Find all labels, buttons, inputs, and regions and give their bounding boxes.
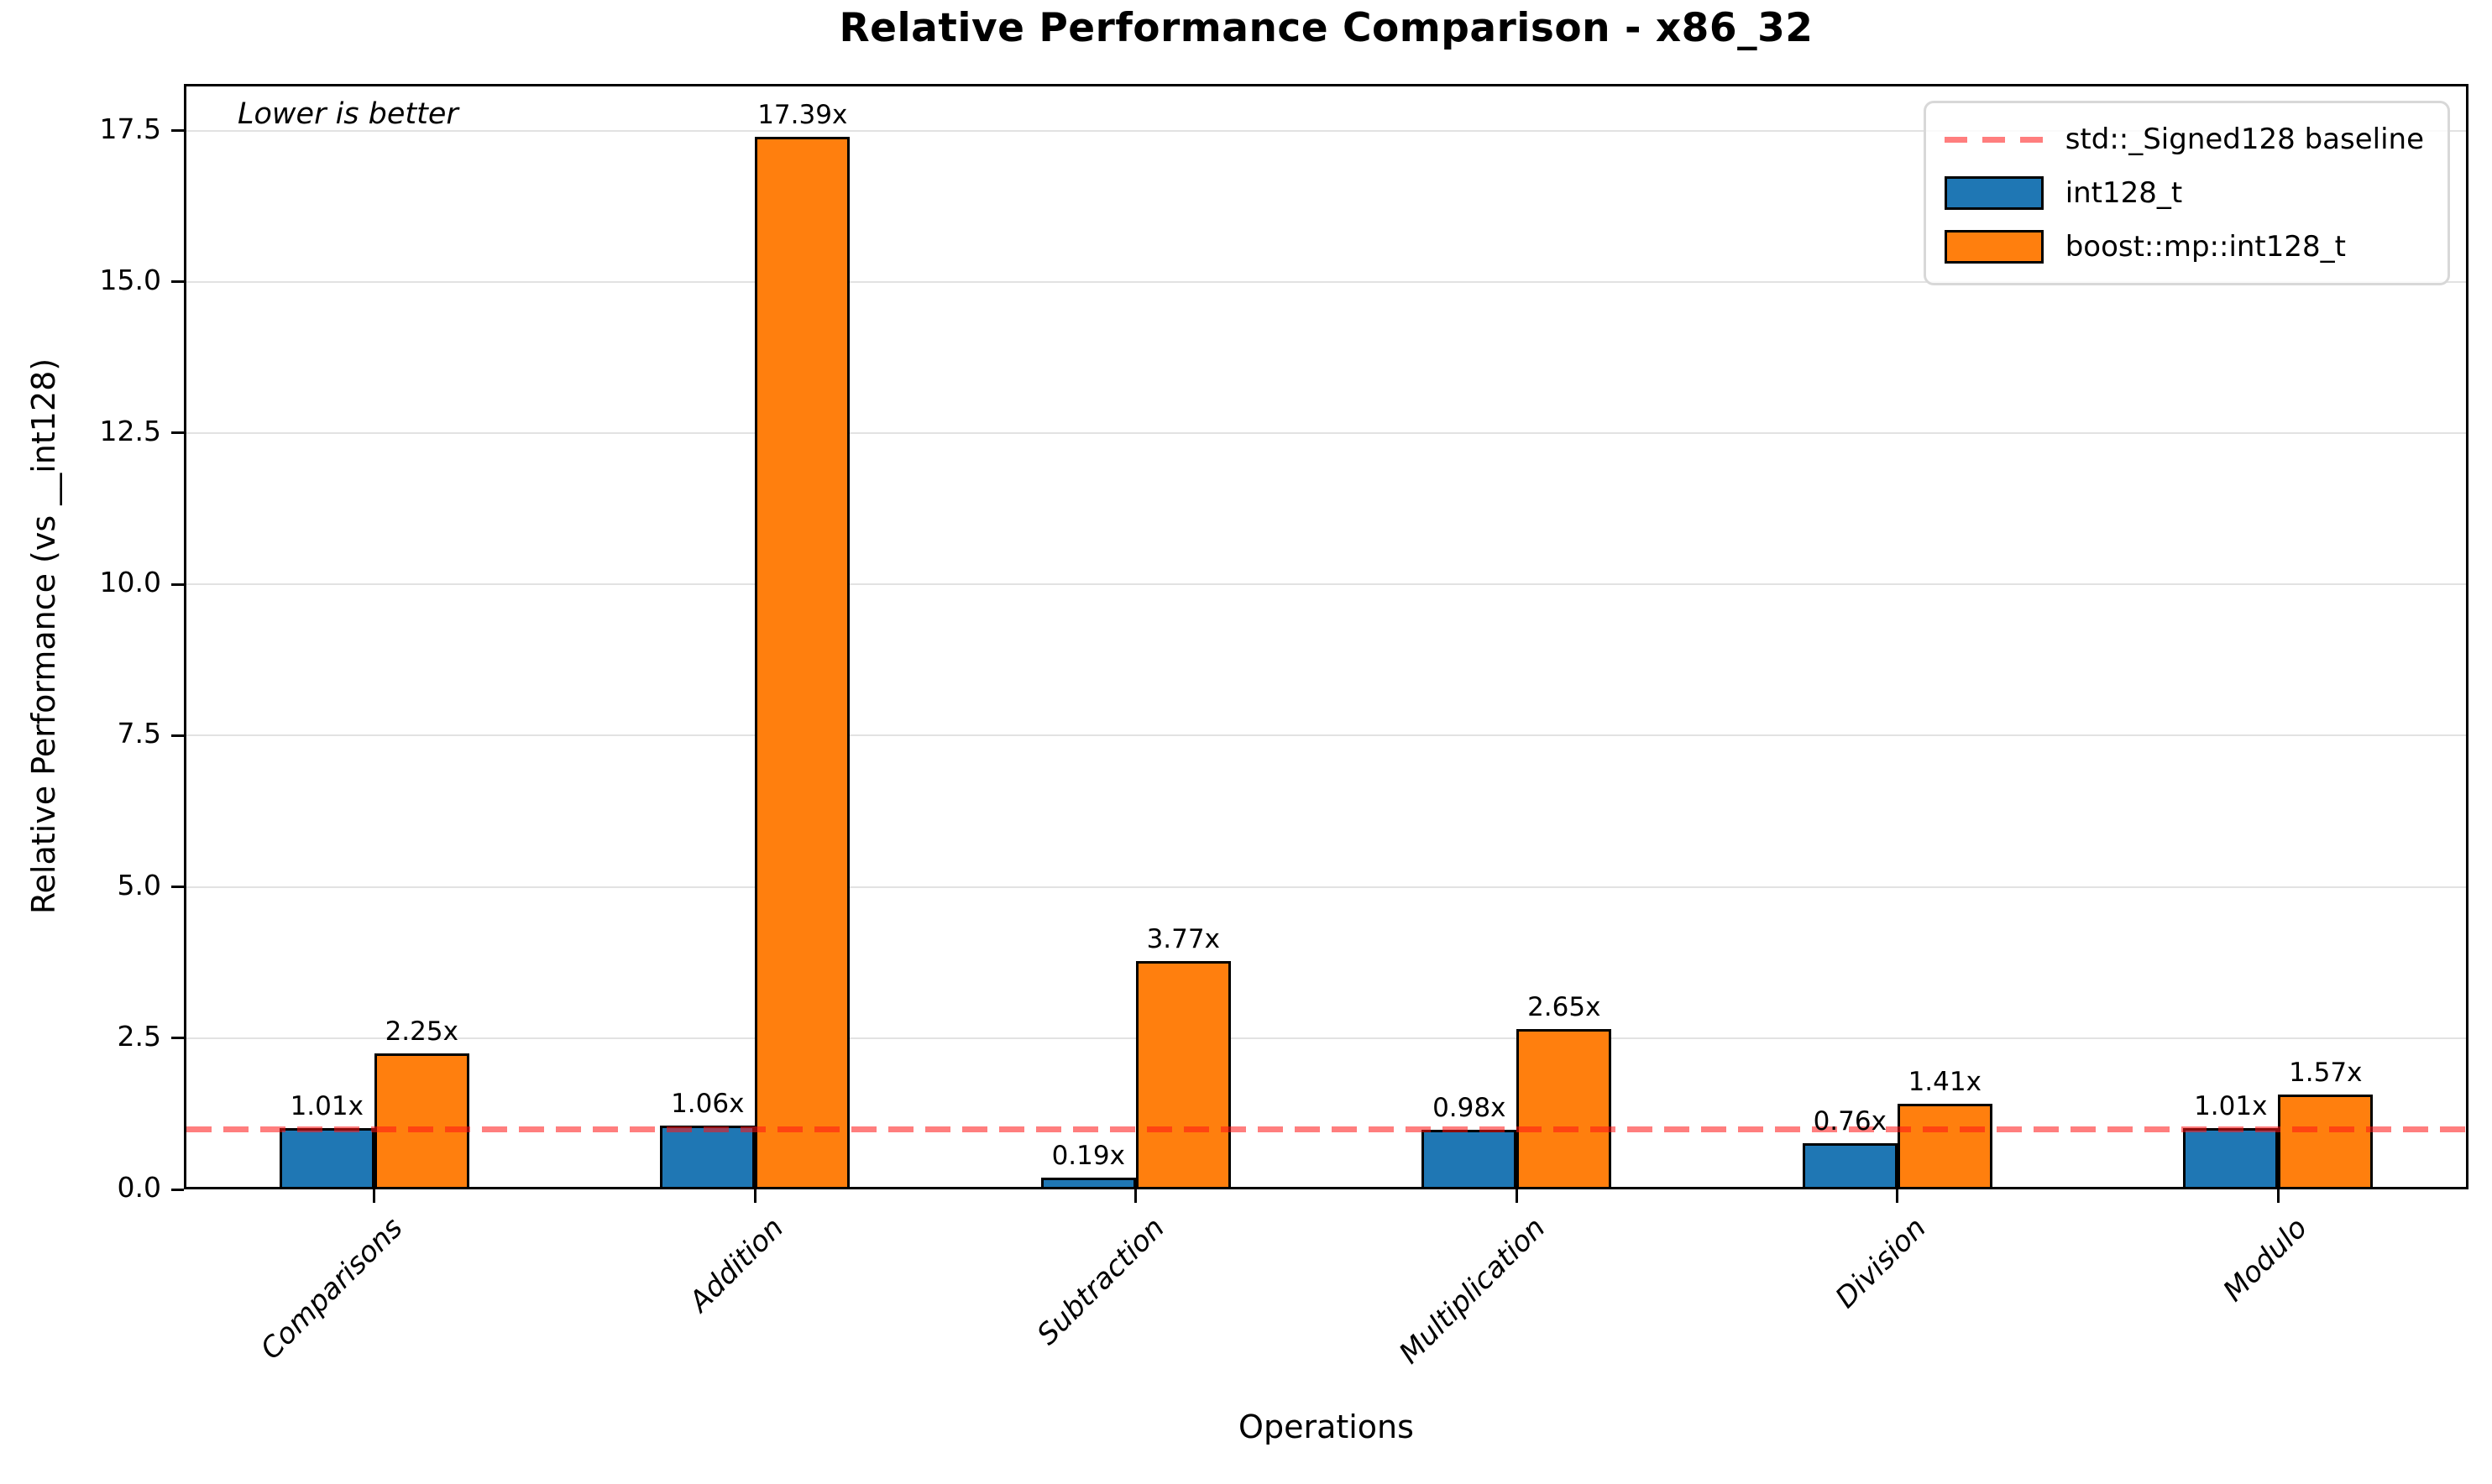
gridline bbox=[186, 734, 2466, 737]
bar-value-label: 0.98x bbox=[1432, 1093, 1506, 1124]
bar bbox=[660, 1125, 756, 1189]
x-tick-label: Addition bbox=[683, 1211, 791, 1319]
gridline bbox=[186, 431, 2466, 434]
legend-swatch-icon bbox=[1944, 176, 2044, 210]
bar bbox=[1135, 961, 1231, 1189]
bar bbox=[2183, 1128, 2279, 1189]
bar-value-label: 3.77x bbox=[1146, 924, 1220, 955]
x-axis-label: Operations bbox=[1238, 1408, 1414, 1445]
gridline bbox=[186, 129, 2466, 132]
bar-value-label: 1.06x bbox=[671, 1088, 745, 1119]
bar bbox=[755, 137, 851, 1189]
chart-title: Relative Performance Comparison - x86_32 bbox=[839, 5, 1814, 51]
y-tick-mark bbox=[171, 1188, 184, 1191]
bar-value-label: 1.01x bbox=[2194, 1091, 2268, 1122]
x-tick-mark bbox=[753, 1189, 756, 1203]
x-tick-label: Multiplication bbox=[1392, 1211, 1552, 1371]
y-tick-mark bbox=[171, 734, 184, 737]
y-tick-label: 5.0 bbox=[117, 868, 161, 901]
legend-item: boost::mp::int128_t bbox=[1944, 222, 2424, 271]
bar-value-label: 2.25x bbox=[385, 1016, 458, 1047]
y-tick-label: 15.0 bbox=[99, 263, 161, 296]
bar bbox=[1040, 1178, 1136, 1189]
gridline bbox=[186, 280, 2466, 283]
y-axis-label: Relative Performance (vs __int128) bbox=[25, 358, 62, 915]
baseline-line bbox=[186, 1126, 2466, 1132]
bar bbox=[374, 1053, 469, 1189]
bar-value-label: 1.57x bbox=[2289, 1057, 2363, 1088]
legend-item: std::_Signed128 baseline bbox=[1944, 115, 2424, 164]
bar-value-label: 1.41x bbox=[1908, 1067, 1982, 1098]
y-tick-mark bbox=[171, 129, 184, 132]
legend-item: int128_t bbox=[1944, 169, 2424, 217]
x-tick-mark bbox=[1134, 1189, 1138, 1203]
bar-value-label: 0.19x bbox=[1051, 1141, 1125, 1172]
lower-is-better-note: Lower is better bbox=[238, 97, 458, 131]
bar-value-label: 1.01x bbox=[290, 1091, 364, 1122]
bar bbox=[1802, 1143, 1898, 1189]
legend-swatch-icon bbox=[1944, 230, 2044, 264]
x-tick-label: Modulo bbox=[2216, 1211, 2314, 1309]
x-tick-label: Division bbox=[1829, 1211, 1934, 1315]
x-tick-mark bbox=[1896, 1189, 1899, 1203]
legend-label: std::_Signed128 baseline bbox=[2065, 123, 2424, 156]
bar bbox=[279, 1128, 374, 1189]
baseline-dash-icon bbox=[1944, 136, 2044, 143]
y-tick-mark bbox=[171, 431, 184, 435]
y-tick-label: 7.5 bbox=[117, 717, 161, 750]
y-tick-mark bbox=[171, 1037, 184, 1040]
x-tick-label: Subtraction bbox=[1030, 1211, 1172, 1352]
gridline bbox=[186, 1037, 2466, 1039]
bar bbox=[2278, 1094, 2374, 1189]
y-tick-label: 2.5 bbox=[117, 1019, 161, 1053]
legend-label: boost::mp::int128_t bbox=[2065, 230, 2346, 264]
y-tick-mark bbox=[171, 280, 184, 284]
y-tick-label: 0.0 bbox=[117, 1171, 161, 1204]
y-tick-label: 10.0 bbox=[99, 566, 161, 599]
bar-value-label: 2.65x bbox=[1527, 991, 1601, 1022]
x-tick-mark bbox=[373, 1189, 376, 1203]
gridline bbox=[186, 583, 2466, 586]
gridline bbox=[186, 886, 2466, 888]
bar-value-label: 17.39x bbox=[757, 100, 848, 131]
y-tick-mark bbox=[171, 583, 184, 586]
legend-label: int128_t bbox=[2065, 176, 2183, 210]
x-tick-label: Comparisons bbox=[254, 1211, 411, 1366]
y-tick-label: 12.5 bbox=[99, 414, 161, 447]
y-tick-label: 17.5 bbox=[99, 112, 161, 145]
bar bbox=[1421, 1130, 1517, 1189]
x-tick-mark bbox=[1515, 1189, 1518, 1203]
bar-value-label: 0.76x bbox=[1813, 1106, 1887, 1137]
x-tick-mark bbox=[2276, 1189, 2280, 1203]
y-tick-mark bbox=[171, 886, 184, 889]
